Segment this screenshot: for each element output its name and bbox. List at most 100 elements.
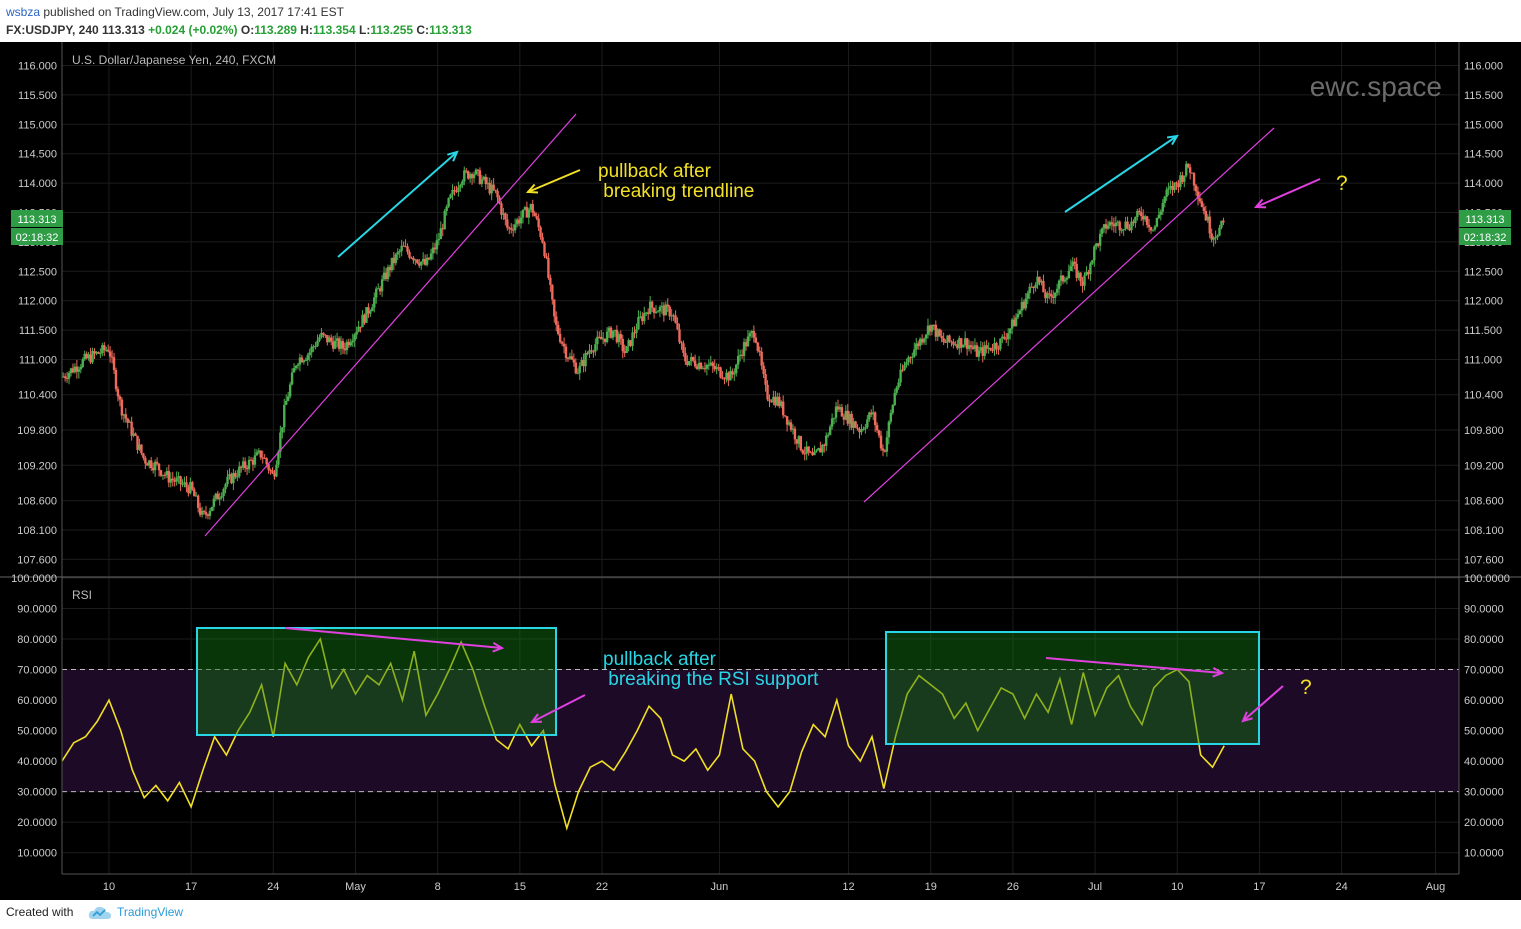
open-value: 113.289 <box>254 23 297 37</box>
candle-body <box>155 461 159 464</box>
price-tick-label-right: 109.800 <box>1464 425 1504 437</box>
price-tick-label-left: 112.500 <box>18 266 57 278</box>
candle-body <box>1153 226 1157 230</box>
candle-body <box>163 474 167 476</box>
candle-body <box>361 314 364 328</box>
candle-body <box>932 324 936 326</box>
candle-body <box>380 279 384 292</box>
candle-body <box>889 412 893 422</box>
candle-body <box>151 468 155 471</box>
rsi-tick-label-right: 30.0000 <box>1464 787 1504 799</box>
candle-body <box>611 330 615 338</box>
magenta-arrow-rsi-pullback-head <box>529 713 543 724</box>
candle-body <box>748 333 752 337</box>
candle-body <box>304 359 307 361</box>
chart-texts: U.S. Dollar/Japanese Yen, 240, FXCM ewc.… <box>72 53 1442 699</box>
candle-body <box>259 450 262 458</box>
candle-body <box>249 459 253 461</box>
rsi-tick-label-right: 80.0000 <box>1464 634 1504 646</box>
candle-body <box>521 209 525 218</box>
candle-body <box>296 364 300 366</box>
candle-body <box>1089 263 1092 275</box>
candle-body <box>590 350 593 352</box>
candle-body <box>175 477 178 482</box>
time-tick-label: 19 <box>925 881 937 893</box>
candle-body <box>423 258 427 265</box>
candle-body <box>504 213 507 220</box>
candle-body <box>1012 319 1016 327</box>
last-price-tag-left <box>11 210 63 227</box>
price-tick-label-right: 116.000 <box>1464 61 1503 73</box>
candle-body <box>312 346 315 348</box>
yellow-arrow-pullback <box>527 169 581 193</box>
candle-body <box>658 306 662 312</box>
candle-body <box>913 349 916 357</box>
candle-body <box>269 470 272 472</box>
candle-body <box>1185 163 1188 176</box>
time-tick-label: Aug <box>1426 881 1446 893</box>
last-price-left: 113.313 <box>18 214 57 226</box>
candle-body <box>623 351 626 353</box>
rsi-zone-box-1 <box>196 627 557 736</box>
candle-body <box>418 263 421 266</box>
countdown-right: 02:18:32 <box>1464 232 1507 244</box>
candle-body <box>762 365 765 375</box>
price-tick-label-right: 111.000 <box>1464 354 1502 366</box>
author-link[interactable]: wsbza <box>6 5 41 19</box>
candle-body <box>357 326 360 332</box>
candle-body <box>1132 221 1135 224</box>
candle-body <box>660 305 664 307</box>
candle-body <box>351 340 354 343</box>
price-change: +0.024 (+0.02%) <box>148 23 238 37</box>
candle-body <box>643 312 646 322</box>
candle-body <box>281 427 284 433</box>
candle-body <box>73 366 77 373</box>
candle-body <box>474 169 478 175</box>
candle-body <box>515 219 519 225</box>
candle-body <box>533 212 536 217</box>
candle-body <box>684 352 687 362</box>
candle-body <box>478 170 482 184</box>
candle-body <box>764 374 767 385</box>
candle-body <box>1214 237 1217 239</box>
candle-body <box>365 307 368 323</box>
candle-body <box>793 428 797 440</box>
price-tick-label-right: 115.000 <box>1464 119 1503 131</box>
candle-body <box>956 344 959 349</box>
candle-body <box>275 464 278 477</box>
candle-body <box>1116 221 1119 223</box>
chart-svg[interactable]: 116.000 116.000 115.500 115.500 115.000 115.0… <box>0 42 1521 900</box>
price-tick-label-left: 116.000 <box>18 61 57 73</box>
candle-body <box>799 436 803 451</box>
candle-body <box>146 463 149 466</box>
candle-body <box>1046 293 1049 299</box>
candle-body <box>531 204 534 213</box>
time-tick-label: 17 <box>1253 881 1265 893</box>
candle-body <box>1001 336 1004 339</box>
candle-body <box>195 495 198 497</box>
tradingview-link[interactable]: TradingView <box>117 905 184 919</box>
candle-body <box>1130 221 1133 231</box>
candle-body <box>1005 338 1008 340</box>
candle-body <box>756 342 759 351</box>
candle-body <box>1020 301 1024 311</box>
candle-body <box>993 343 996 351</box>
candle-body <box>907 357 910 363</box>
candle-body <box>472 174 476 179</box>
rsi-band-area <box>62 669 1459 793</box>
candle-body <box>934 324 938 337</box>
candle-body <box>1055 288 1059 293</box>
candle-body <box>1161 203 1164 212</box>
candle-body <box>118 396 122 400</box>
candle-body <box>928 325 932 332</box>
rsi-tick-label-left: 80.0000 <box>17 634 57 646</box>
chart-area[interactable]: 116.000 116.000 115.500 115.500 115.000 115.0… <box>0 42 1521 900</box>
candle-body <box>222 489 225 497</box>
drawings <box>196 113 1321 745</box>
candle-body <box>292 368 296 373</box>
candle-body <box>783 415 787 417</box>
low-value: 113.255 <box>370 23 414 37</box>
candle-body <box>1030 286 1033 288</box>
candle-body <box>398 251 401 253</box>
candle-body <box>169 478 172 483</box>
